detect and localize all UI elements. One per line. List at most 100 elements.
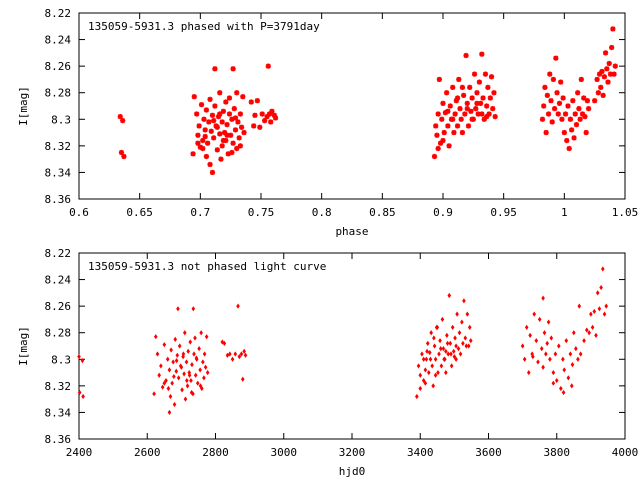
data-point <box>607 71 614 77</box>
data-point <box>534 338 539 344</box>
data-point <box>484 114 490 120</box>
data-point <box>241 376 245 382</box>
data-point <box>120 118 126 124</box>
x-tick-label: 3400 <box>407 446 434 459</box>
data-point <box>232 127 239 133</box>
data-point <box>240 94 246 100</box>
data-point <box>231 106 237 112</box>
data-point <box>555 111 561 117</box>
data-point <box>252 112 258 118</box>
data-point <box>181 351 186 357</box>
data-point <box>550 76 557 83</box>
data-point <box>77 354 81 360</box>
data-point <box>564 338 569 344</box>
data-point <box>457 106 463 112</box>
data-point <box>200 145 206 152</box>
data-point <box>450 324 455 330</box>
data-point <box>162 342 167 348</box>
data-point <box>454 343 458 349</box>
data-point <box>553 351 558 357</box>
data-point <box>539 346 544 352</box>
x-tick-label: 0.85 <box>369 206 396 219</box>
data-point <box>556 100 563 106</box>
data-point <box>166 385 171 392</box>
data-point <box>454 95 461 101</box>
data-point <box>444 369 448 376</box>
data-point <box>432 343 437 349</box>
data-point <box>583 129 589 136</box>
data-point <box>456 346 461 352</box>
y-tick-label: 8.24 <box>45 274 72 287</box>
data-point <box>551 369 556 376</box>
data-point <box>172 373 176 380</box>
data-point <box>449 351 453 357</box>
data-point <box>167 367 172 373</box>
data-point <box>191 391 195 397</box>
data-point <box>551 380 556 386</box>
data-point <box>174 368 179 374</box>
data-point <box>474 90 480 96</box>
data-point <box>80 358 85 364</box>
data-point <box>202 351 207 357</box>
data-point <box>568 351 573 357</box>
data-point <box>170 380 174 386</box>
y-tick-label: 8.28 <box>45 327 72 340</box>
data-point <box>610 26 616 32</box>
data-point <box>569 127 575 133</box>
y-tick-label: 8.32 <box>45 380 72 393</box>
data-point <box>444 348 448 354</box>
data-point <box>223 99 229 105</box>
data-point <box>448 340 453 346</box>
data-point <box>438 338 442 344</box>
data-point <box>415 393 419 400</box>
y-tick-label: 8.26 <box>45 300 72 313</box>
data-point <box>596 71 603 77</box>
data-point <box>460 319 464 325</box>
data-point <box>592 98 598 104</box>
data-point <box>159 363 163 369</box>
data-point <box>565 103 571 109</box>
data-point <box>553 55 559 61</box>
data-point <box>570 362 575 368</box>
data-point <box>561 389 566 396</box>
data-point <box>440 100 446 106</box>
data-point <box>590 324 595 330</box>
data-point <box>437 351 441 357</box>
data-point <box>488 74 495 80</box>
x-tick-label: 1.05 <box>612 206 639 219</box>
y-tick-label: 8.22 <box>45 7 72 20</box>
data-point <box>445 332 449 338</box>
data-point <box>570 98 576 104</box>
data-point <box>537 316 542 323</box>
data-point <box>544 351 548 357</box>
data-point <box>490 106 496 112</box>
data-point <box>248 99 254 105</box>
data-point <box>207 96 213 102</box>
data-point <box>545 111 552 117</box>
data-point <box>598 84 604 90</box>
data-point <box>464 343 469 349</box>
data-point <box>425 348 429 354</box>
data-point <box>214 147 220 153</box>
data-point <box>541 103 547 109</box>
data-point <box>217 90 223 96</box>
data-point <box>458 116 464 122</box>
data-point <box>152 391 156 397</box>
data-point <box>206 119 212 125</box>
data-point <box>560 95 566 101</box>
data-point <box>577 116 583 122</box>
data-point <box>194 111 200 117</box>
data-point <box>594 76 600 83</box>
data-point <box>423 380 428 386</box>
data-point <box>433 372 438 378</box>
data-point <box>601 74 607 80</box>
data-point <box>561 129 567 136</box>
data-point <box>526 369 531 376</box>
data-point <box>584 98 590 104</box>
data-point <box>182 330 187 336</box>
y-tick-label: 8.22 <box>45 247 72 260</box>
data-point <box>268 119 274 125</box>
data-point <box>236 303 240 309</box>
data-point <box>544 92 550 98</box>
data-point <box>429 330 433 336</box>
